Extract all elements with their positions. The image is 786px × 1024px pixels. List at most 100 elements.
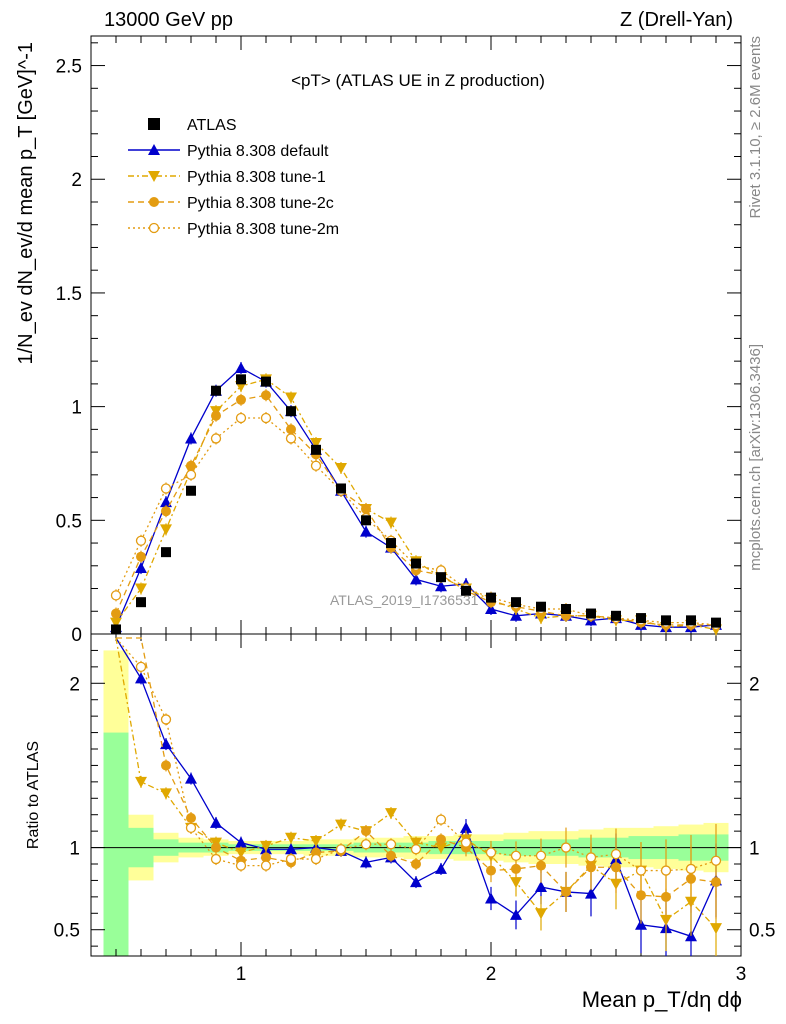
data-point (686, 615, 696, 626)
ratio-point (285, 843, 297, 855)
ratio-point (160, 788, 172, 800)
ratio-point (161, 760, 171, 771)
ratio-point (235, 847, 247, 859)
legend-marker (148, 171, 160, 182)
ratio-point (260, 860, 272, 871)
series-point (160, 483, 172, 494)
ratio-point (710, 855, 722, 866)
ratio-point (485, 847, 497, 858)
series-point (285, 392, 297, 404)
ratio-point (135, 672, 147, 684)
ratio-point (510, 850, 522, 861)
ratio-point (335, 819, 347, 831)
series-point (110, 590, 122, 601)
series-point (161, 506, 171, 517)
x-tick-label: 3 (736, 964, 747, 985)
series-point (135, 535, 147, 546)
data-point (561, 603, 571, 614)
ratio-tick-label-right: 2 (749, 674, 760, 695)
data-point (236, 374, 246, 385)
series-point (335, 463, 347, 475)
series-point (160, 524, 172, 536)
ratio-tick-label: 1 (69, 839, 80, 860)
series-point (235, 361, 247, 373)
data-point (336, 483, 346, 494)
plot-title: <pT> (ATLAS UE in Z production) (291, 71, 545, 90)
series-point (135, 583, 147, 595)
ratio-point (235, 860, 247, 871)
data-point (636, 613, 646, 624)
y-tick-label: 1.5 (56, 284, 82, 305)
ratio-point (560, 842, 572, 853)
legend-label: ATLAS (187, 117, 237, 134)
ratio-point (360, 856, 372, 868)
data-point (611, 610, 621, 621)
legend-label: Pythia 8.308 default (187, 143, 329, 160)
ratio-point (535, 881, 547, 892)
ratio-point (210, 816, 222, 828)
series-point (435, 580, 447, 592)
data-point (511, 597, 521, 608)
y-tick-label: 0 (71, 625, 82, 646)
ratio-point (710, 923, 722, 935)
ratio-tick-label: 2 (69, 674, 80, 695)
data-point (161, 547, 171, 558)
series-point (210, 433, 222, 444)
ratio-point (635, 865, 647, 876)
data-point (211, 385, 221, 396)
ratio-point (510, 908, 522, 920)
mcplots-label: mcplots.cern.ch [arXiv:1306.3436] (747, 344, 764, 571)
ratio-point (310, 853, 322, 865)
series-point (235, 412, 247, 424)
header-right: Z (Drell-Yan) (620, 9, 733, 31)
legend-marker (148, 118, 160, 130)
series-point (160, 496, 172, 508)
legend-label: Pythia 8.308 tune-2c (187, 195, 334, 212)
ratio-point (185, 822, 197, 834)
series-point (485, 602, 497, 614)
series-point (135, 562, 147, 574)
ratio-point (435, 842, 447, 854)
data-point (286, 406, 296, 417)
series-point (310, 438, 322, 450)
ratio-point (435, 814, 447, 825)
legend-marker (148, 222, 160, 234)
x-axis-label: Mean p_T/dη dϕ (582, 987, 742, 1012)
data-point (261, 376, 271, 387)
y-tick-label: 0.5 (56, 511, 82, 532)
ratio-point (160, 714, 172, 725)
data-point (486, 592, 496, 603)
series-point (310, 460, 322, 471)
rivet-label: Rivet 3.1.10, ≥ 2.6M events (747, 36, 764, 219)
y-tick-label: 2.5 (56, 57, 82, 78)
tick-labels: 1 2 3 0 0.5 1 1.5 2 2.5 0.5 0.5 1 1 2 2 (54, 57, 776, 985)
ratio-point (635, 918, 647, 930)
ratio-point (410, 837, 422, 849)
ratio-point (261, 852, 271, 863)
legend-label: Pythia 8.308 tune-1 (187, 169, 326, 186)
data-point (586, 608, 596, 619)
y-tick-label: 2 (71, 170, 82, 191)
axes (90, 35, 742, 957)
data-point (311, 444, 321, 455)
legend-label: Pythia 8.308 tune-2m (187, 221, 339, 238)
data-point (386, 538, 396, 549)
series-point (211, 410, 221, 421)
ratio-point (410, 876, 422, 888)
series-point (535, 613, 547, 625)
header-left: 13000 GeV pp (104, 9, 233, 31)
ratio-point (435, 862, 447, 874)
data-point (461, 585, 471, 596)
ratio-point (485, 892, 497, 904)
ratio-point (585, 852, 597, 863)
ratio-point (386, 850, 396, 861)
series-point (185, 432, 197, 444)
ratio-point (685, 863, 697, 875)
data-point (361, 515, 371, 526)
series-point (185, 469, 197, 480)
ratio-point (360, 839, 372, 850)
ratio-tick-label: 0.5 (54, 921, 80, 942)
ratio-tick-label-right: 1 (749, 839, 760, 860)
data-point (436, 572, 446, 583)
